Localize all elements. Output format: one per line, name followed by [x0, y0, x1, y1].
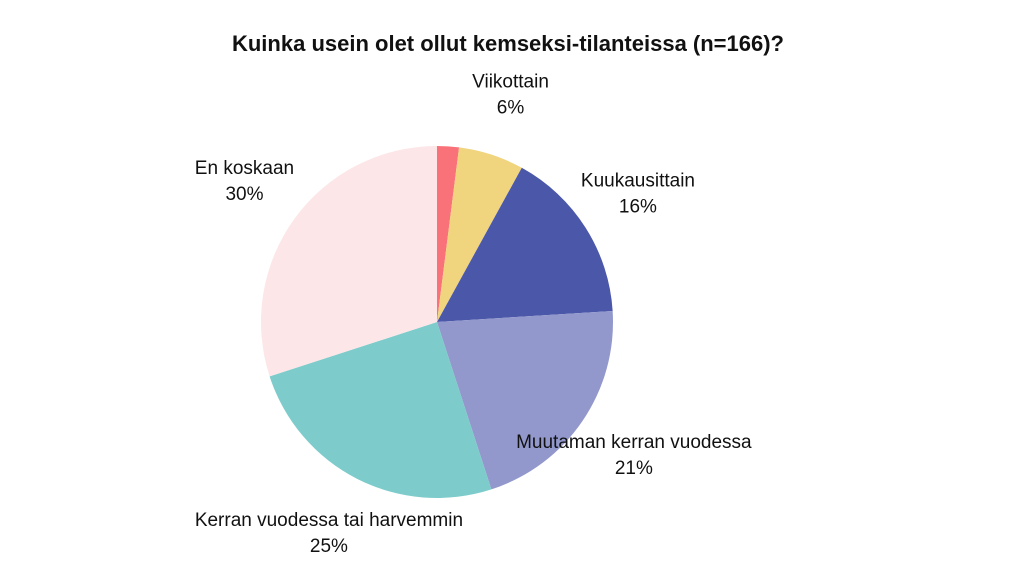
pie-slice — [437, 310, 613, 490]
pie-slice — [269, 322, 492, 499]
chart-title: Kuinka usein olet ollut kemseksi-tilante… — [232, 31, 784, 56]
pie-slice — [437, 167, 613, 322]
slice-value-label: 30% — [225, 184, 263, 205]
slice-value-label: 6% — [497, 98, 525, 119]
slice-label: Kerran vuodessa tai harvemmin — [195, 510, 463, 531]
slice-value-label: 21% — [615, 458, 653, 479]
pie-slice — [437, 146, 460, 322]
slice-value-label: 16% — [619, 196, 657, 217]
slice-label: En koskaan — [195, 158, 294, 179]
pie-slice — [437, 147, 522, 322]
slice-value-label: 25% — [310, 536, 348, 557]
pie-slice — [260, 146, 437, 377]
slice-label: Muutaman kerran vuodessa — [516, 432, 752, 453]
slice-label: Kuukausittain — [581, 170, 695, 191]
slice-label: Viikottain — [472, 72, 549, 93]
